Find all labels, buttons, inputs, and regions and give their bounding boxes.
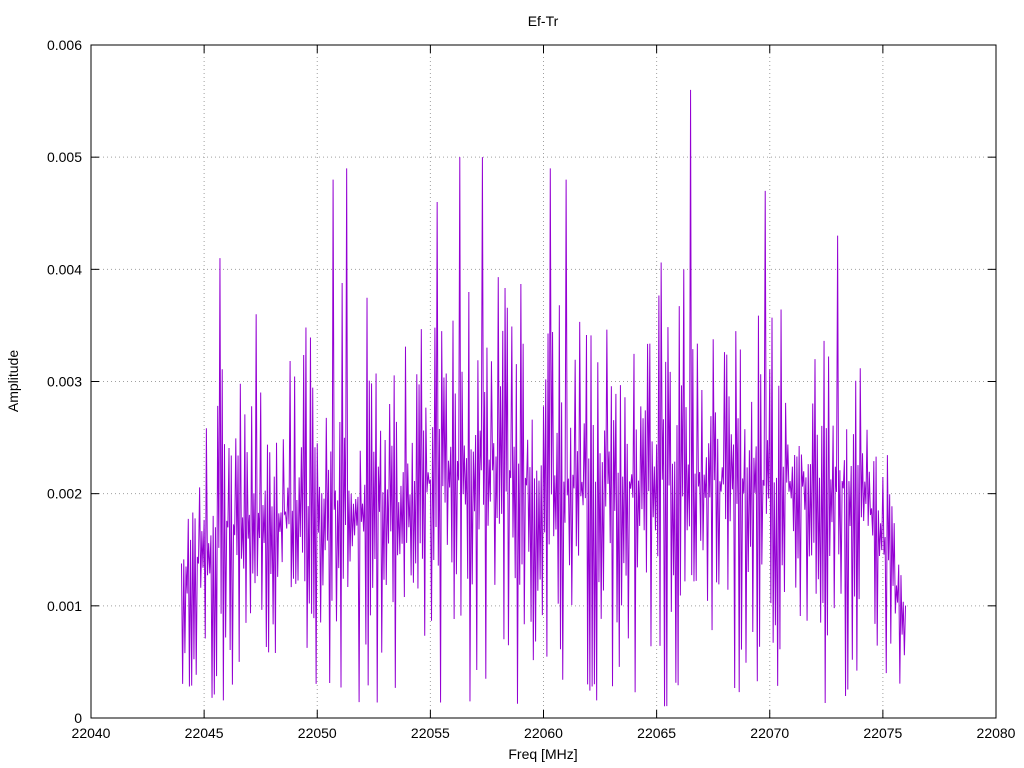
y-tick-label: 0.002 <box>47 486 82 502</box>
y-tick-label: 0.003 <box>47 374 82 390</box>
x-tick-label: 22050 <box>298 725 337 741</box>
x-tick-label: 22065 <box>637 725 676 741</box>
series-layer <box>181 89 906 707</box>
x-tick-label: 22070 <box>750 725 789 741</box>
y-tick-label: 0.001 <box>47 598 82 614</box>
y-tick-label: 0.004 <box>47 261 82 277</box>
y-tick-label: 0.006 <box>47 37 82 53</box>
x-tick-label: 22075 <box>863 725 902 741</box>
y-tick-labels: 0 0.001 0.002 0.003 0.004 0.005 0.006 <box>47 37 82 726</box>
x-tick-label: 22060 <box>524 725 563 741</box>
y-tick-label: 0.005 <box>47 149 82 165</box>
x-tick-label: 22055 <box>411 725 450 741</box>
x-axis-label: Freq [MHz] <box>508 746 577 762</box>
x-tick-label: 22080 <box>977 725 1016 741</box>
chart-title: Ef-Tr <box>528 13 559 29</box>
x-tick-label: 22040 <box>72 725 111 741</box>
y-axis-label: Amplitude <box>5 350 21 412</box>
series-line <box>181 89 906 707</box>
y-tick-label: 0 <box>74 710 82 726</box>
x-tick-labels: 22040 22045 22050 22055 22060 22065 22070 22075… <box>72 725 1016 741</box>
x-tick-label: 22045 <box>185 725 224 741</box>
ticks <box>90 44 997 719</box>
